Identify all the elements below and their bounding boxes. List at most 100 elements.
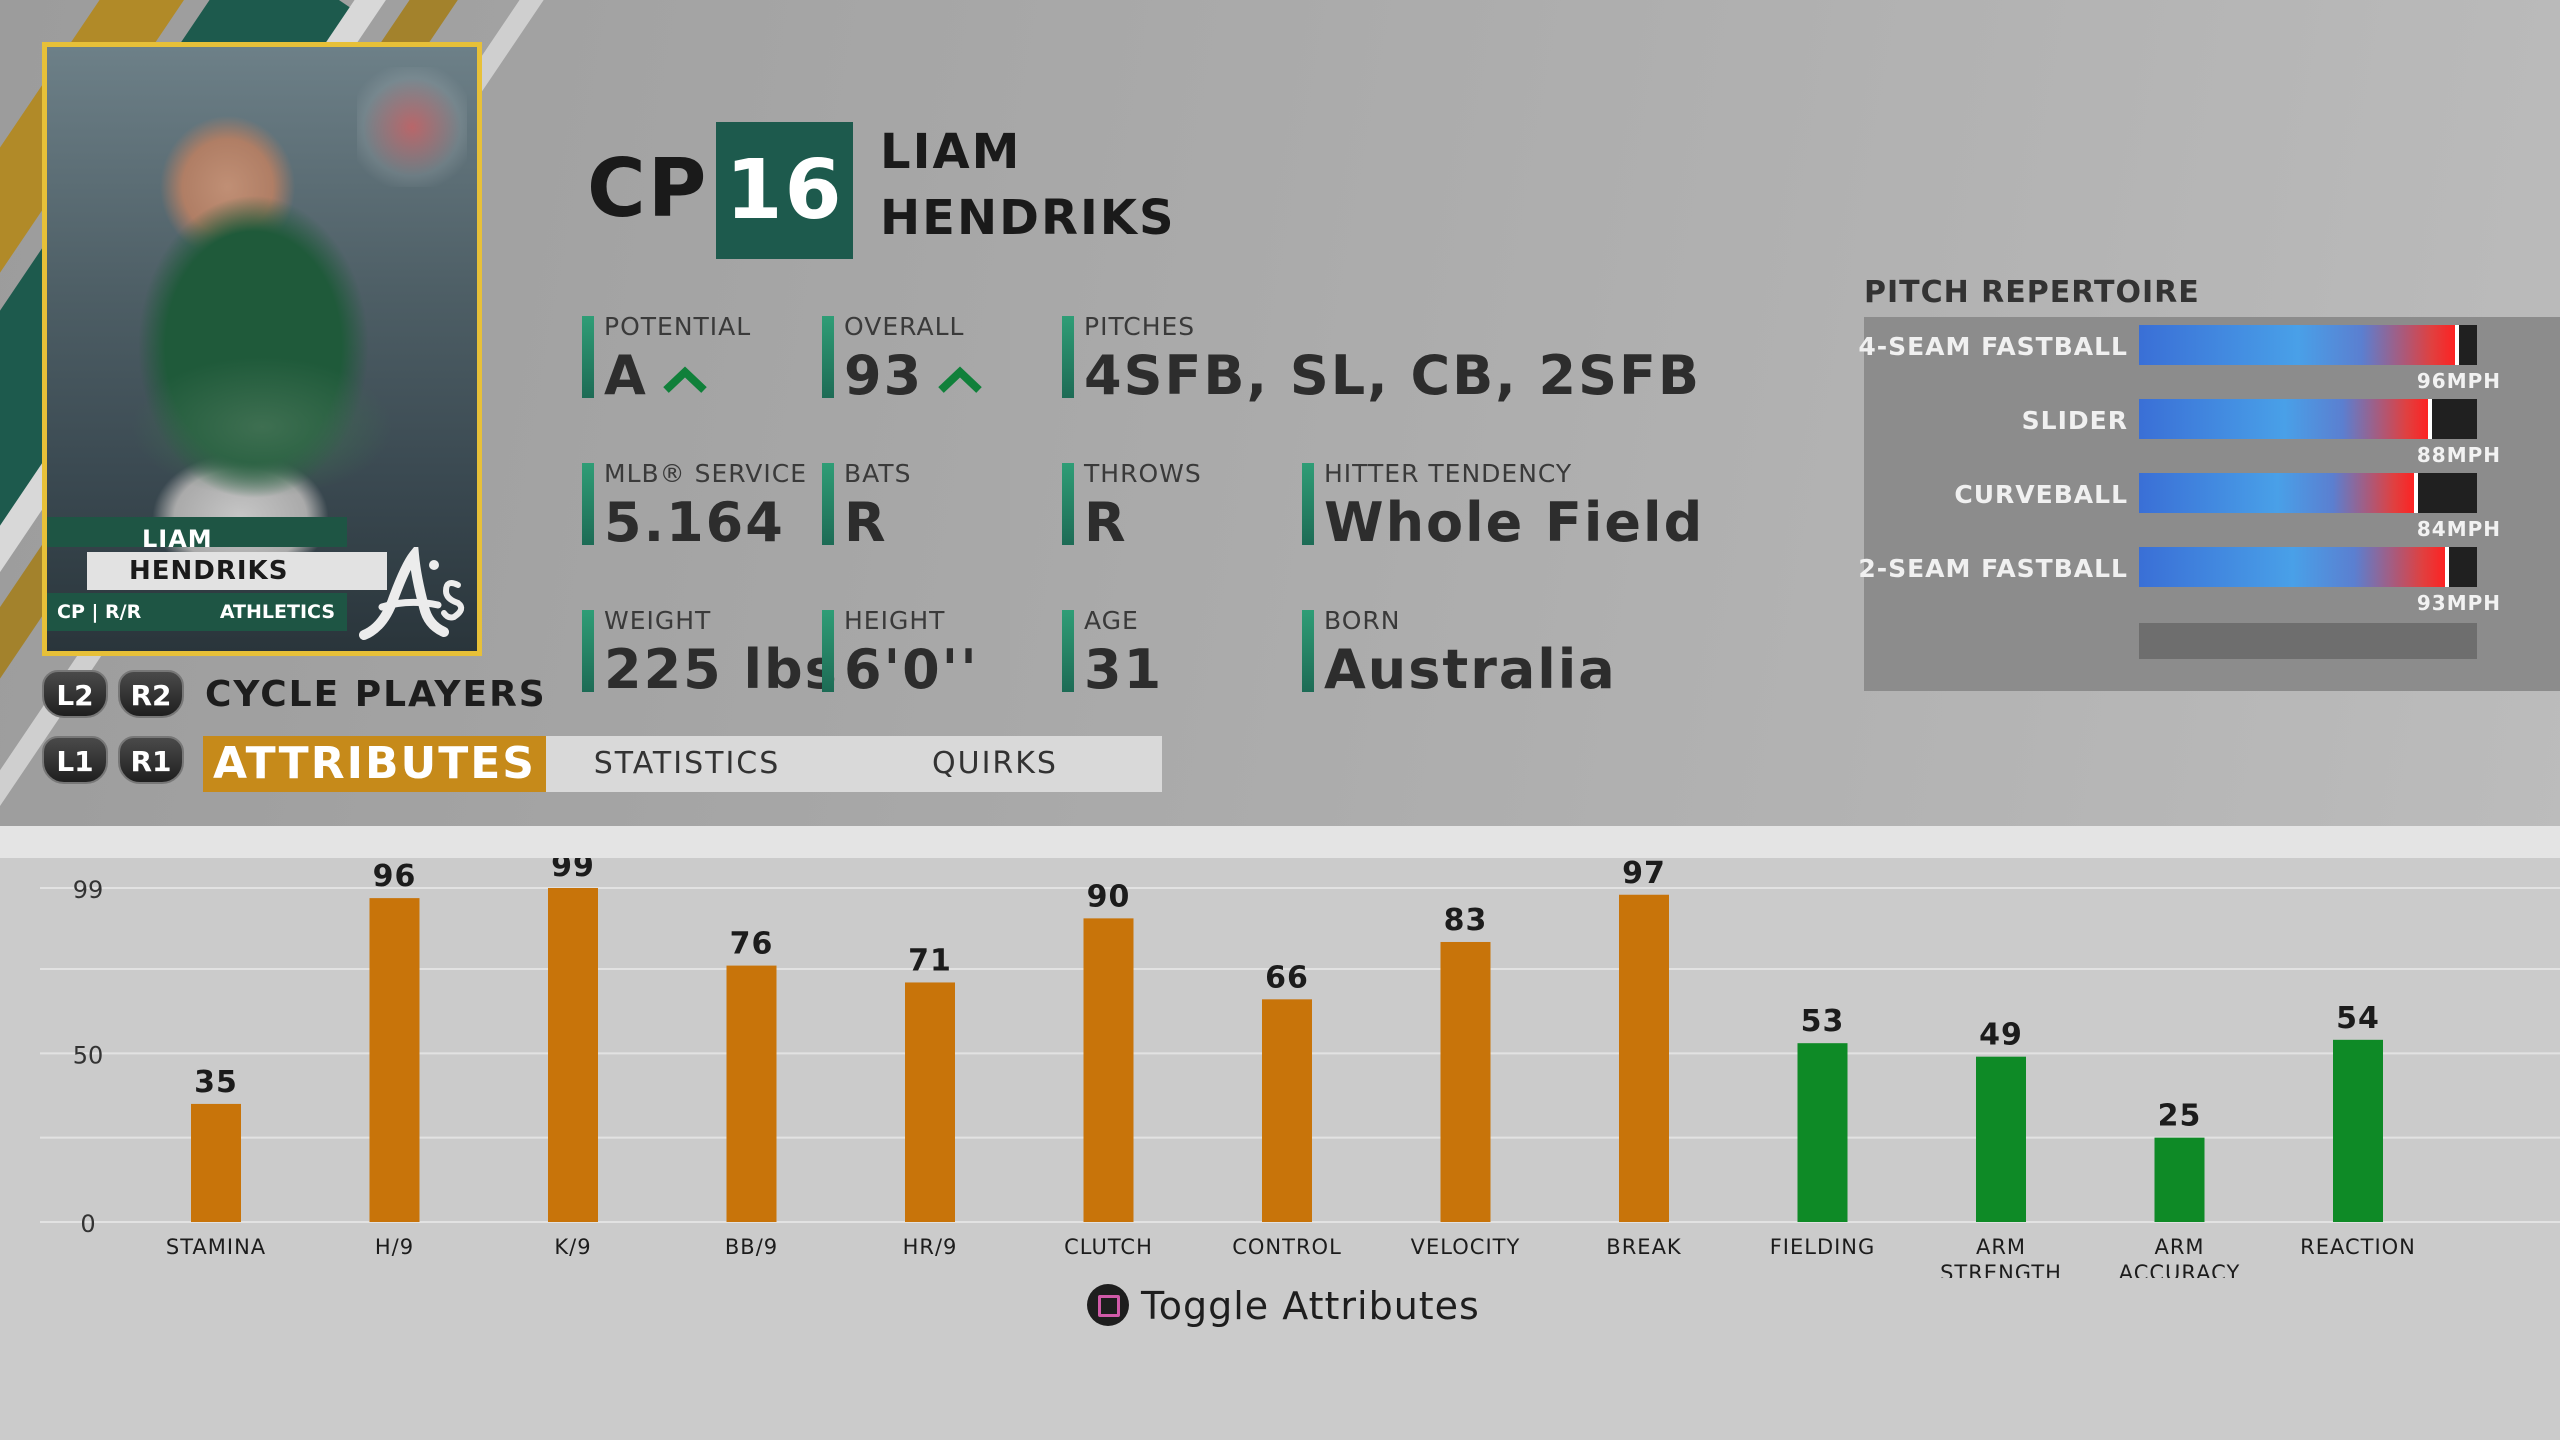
age-field: AGE 31 xyxy=(1062,606,1163,701)
bar-value-label: 76 xyxy=(730,927,774,962)
r2-button[interactable]: R2 xyxy=(118,670,184,718)
category-label: K/9 xyxy=(554,1235,591,1259)
category-label: H/9 xyxy=(375,1235,414,1259)
attribute-bar xyxy=(1083,918,1134,1222)
category-label: ACCURACY xyxy=(2119,1261,2241,1278)
bats-value: R xyxy=(844,491,888,554)
category-label: BB/9 xyxy=(725,1235,778,1259)
pitch-bar xyxy=(2139,473,2477,513)
weight-value: 225 lbs xyxy=(604,638,839,701)
pitch-bar-marker xyxy=(2455,325,2459,365)
bar-value-label: 25 xyxy=(2158,1099,2202,1134)
category-label: BREAK xyxy=(1606,1235,1682,1259)
attributes-chart: 99 50 0 35 STAMINA 96 H/9 99 K/9 76 BB/9 71 HR/9 90 CL… xyxy=(40,858,2560,1278)
pitch-bar-marker xyxy=(2414,473,2418,513)
throws-value: R xyxy=(1084,491,1128,554)
cycle-players-label: CYCLE PLAYERS xyxy=(205,674,547,715)
bar-value-label: 97 xyxy=(1622,858,1666,891)
bar-value-label: 90 xyxy=(1087,879,1131,914)
category-label: STAMINA xyxy=(166,1235,266,1259)
attribute-bar xyxy=(2154,1137,2205,1222)
born-value: Australia xyxy=(1324,638,1617,701)
pitch-bar-marker xyxy=(2428,399,2432,439)
bar-value-label: 49 xyxy=(1979,1018,2023,1053)
overall-label: OVERALL xyxy=(844,312,965,341)
bats-field: BATS R xyxy=(822,459,911,554)
tab-quirks[interactable]: QUIRKS xyxy=(828,736,1162,792)
player-position: CP xyxy=(587,142,709,235)
category-label: HR/9 xyxy=(903,1235,958,1259)
square-button-icon xyxy=(1087,1284,1129,1326)
card-info-bar: CP | R/R ATHLETICS xyxy=(47,593,347,631)
player-card: LIAM HENDRIKS CP | R/R ATHLETICS xyxy=(42,42,482,656)
r1-button[interactable]: R1 xyxy=(118,736,184,784)
category-label: ARM xyxy=(2154,1235,2204,1259)
category-label: ARM xyxy=(1976,1235,2026,1259)
chevron-up-icon xyxy=(938,366,982,394)
overall-field: OVERALL 93 xyxy=(822,312,983,407)
bar-value-label: 83 xyxy=(1444,903,1488,938)
pitch-name: SLIDER xyxy=(2021,406,2128,435)
hitter-tendency-field: HITTER TENDENCY Whole Field xyxy=(1302,459,1704,554)
category-label: CLUTCH xyxy=(1064,1235,1153,1259)
bar-value-label: 66 xyxy=(1265,960,1309,995)
pitch-speed: 96MPH xyxy=(2416,369,2501,393)
card-position-hand: CP | R/R xyxy=(57,601,142,623)
category-label: FIELDING xyxy=(1770,1235,1876,1259)
potential-field: POTENTIAL A xyxy=(582,312,751,407)
pitches-field: PITCHES 4SFB, SL, CB, 2SFB xyxy=(1062,312,1701,407)
player-number: 16 xyxy=(716,122,853,259)
tab-statistics[interactable]: STATISTICS xyxy=(546,736,828,792)
category-label: CONTROL xyxy=(1232,1235,1342,1259)
category-label: VELOCITY xyxy=(1411,1235,1521,1259)
attribute-bar xyxy=(1262,999,1312,1222)
card-team: ATHLETICS xyxy=(219,601,335,623)
card-last-name-plate: HENDRIKS xyxy=(87,552,387,590)
attribute-bar xyxy=(905,982,955,1222)
toggle-attributes-label: Toggle Attributes xyxy=(1141,1284,1480,1328)
pitch-name: CURVEBALL xyxy=(1954,480,2128,509)
tab-attributes[interactable]: ATTRIBUTES xyxy=(203,736,546,792)
pitch-name: 2-SEAM FASTBALL xyxy=(1858,554,2128,583)
pitch-bar xyxy=(2139,325,2477,365)
pitch-repertoire-title: PITCH REPERTOIRE xyxy=(1864,275,2200,310)
pitch-speed: 93MPH xyxy=(2416,591,2501,615)
card-last-name: HENDRIKS xyxy=(129,556,289,586)
pitch-bar-fill xyxy=(2139,325,2457,365)
bar-value-label: 99 xyxy=(551,858,595,884)
weight-field: WEIGHT 225 lbs xyxy=(582,606,839,701)
potential-value: A xyxy=(604,344,648,407)
attribute-bar xyxy=(191,1103,241,1222)
pitch-bar xyxy=(2139,547,2477,587)
height-field: HEIGHT 6'0'' xyxy=(822,606,979,701)
mlb-service-label: MLB® SERVICE xyxy=(604,459,807,488)
attribute-bar xyxy=(548,888,598,1222)
pitch-bar-marker xyxy=(2445,547,2449,587)
mlb-service-value: 5.164 xyxy=(604,491,785,554)
born-label: BORN xyxy=(1324,606,1401,635)
pitch-repertoire-panel: 4-SEAM FASTBALL 96MPH SLIDER 88MPH CURVE… xyxy=(1858,317,2560,691)
born-field: BORN Australia xyxy=(1302,606,1617,701)
l2-button[interactable]: L2 xyxy=(42,670,108,718)
throws-field: THROWS R xyxy=(1062,459,1202,554)
throws-label: THROWS xyxy=(1084,459,1202,488)
height-label: HEIGHT xyxy=(844,606,946,635)
attribute-bar xyxy=(2333,1039,2383,1222)
pitch-slot-empty xyxy=(2139,623,2477,659)
category-label: REACTION xyxy=(2300,1235,2416,1259)
l1-button[interactable]: L1 xyxy=(42,736,108,784)
pitch-speed: 88MPH xyxy=(2416,443,2501,467)
attribute-bar xyxy=(726,965,777,1222)
card-first-name: LIAM xyxy=(142,525,213,553)
potential-label: POTENTIAL xyxy=(604,312,752,341)
mlb-service-field: MLB® SERVICE 5.164 xyxy=(582,459,807,554)
pitches-label: PITCHES xyxy=(1084,312,1196,341)
bar-value-label: 53 xyxy=(1801,1004,1845,1039)
hitter-tendency-label: HITTER TENDENCY xyxy=(1324,459,1573,488)
athletics-logo-icon xyxy=(359,547,465,640)
pitch-bar-fill xyxy=(2139,547,2447,587)
attribute-bar xyxy=(1797,1043,1848,1222)
height-value: 6'0'' xyxy=(844,638,979,701)
pitch-bar-fill xyxy=(2139,473,2416,513)
bar-value-label: 35 xyxy=(194,1065,238,1100)
